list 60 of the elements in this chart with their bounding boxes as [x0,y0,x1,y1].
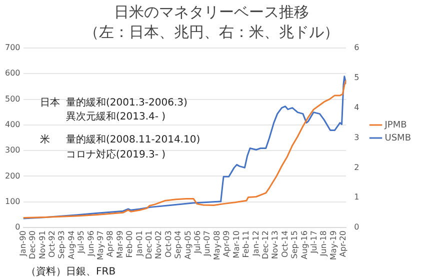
x-tick-label: Aug-94 [66,230,76,260]
y-tick-label: 200 [4,171,20,180]
x-tick-label: Dec-12 [260,230,270,260]
annotation: 米 [40,134,50,146]
x-tick-label: Jun-07 [202,230,212,258]
x-tick-label: Jan-12 [251,230,260,257]
legend-label: USMB [384,133,412,144]
x-tick-label: Jul-06 [193,230,202,254]
x-tick-label: Sep-04 [174,230,183,259]
x-tick-label: Jan-01 [134,230,144,257]
y-tick-label: 300 [4,146,20,155]
x-tick-label: Feb-11 [242,230,251,258]
x-tick-label: May-19 [328,230,338,260]
x-tick-label: Apr-20 [338,230,348,257]
y2-tick-label: 5 [354,73,360,82]
y2-tick-label: 4 [354,102,360,112]
x-tick-label: Jun-18 [319,230,328,258]
annotation: コロナ対応(2019.3- ) [66,148,166,161]
y2-tick-label: 3 [354,132,360,142]
y-tick-label: 100 [4,196,20,206]
y-tick-label: 0 [15,222,20,232]
x-tick-label: Oct-92 [47,230,56,258]
x-tick-label: Oct-03 [164,230,173,258]
y-tick-label: 700 [4,43,20,52]
x-tick-label: Nov-13 [270,230,280,260]
legend-label: JPMB [384,120,407,130]
x-tick-label: Jul-17 [309,230,318,254]
annotation: 量的緩和(2008.11-2014.10) [66,134,200,146]
y2-tick-label: 1 [354,192,360,202]
x-tick-label: Sep-93 [57,230,66,259]
x-tick-label: Dec-01 [144,230,154,260]
x-tick-label: May-97 [96,230,105,260]
x-tick-label: Oct-14 [280,230,290,258]
x-tick-label: Sep-15 [290,230,300,259]
x-tick-label: Mar-99 [115,230,124,258]
y2-tick-label: 0 [354,222,360,232]
x-tick-label: Nov-91 [38,230,47,260]
x-tick-label: Mar-10 [232,230,241,258]
x-tick-label: Jul-95 [76,230,86,254]
x-tick-label: Aug-16 [300,230,309,260]
x-tick-label: Apr-98 [106,230,115,257]
chart-subtitle: （左：日本、兆円、右：米、兆ドル） [84,22,339,41]
x-tick-label: Jun-96 [86,230,96,258]
x-tick-label: Apr-09 [222,230,232,257]
text: （資料）日銀、FRB [26,266,116,277]
annotation: 量的緩和(2001.3-2006.3) [66,96,188,109]
x-tick-label: Jan-90 [18,230,28,257]
y-tick-label: 500 [4,94,20,104]
x-tick-label: May-08 [212,230,222,260]
y-tick-label: 600 [4,68,20,78]
annotation: 日本 [40,96,60,109]
y-tick-label: 400 [4,120,20,130]
annotation: 異次元緩和(2013.4- ) [66,110,166,123]
chart-title: 日米のマネタリーベース推移 [114,2,309,21]
y2-tick-label: 2 [354,162,360,172]
y2-tick-label: 6 [354,43,360,52]
x-tick-label: Dec-90 [28,230,38,260]
x-tick-label: Feb-00 [125,230,134,258]
x-tick-label: Aug-05 [183,230,192,260]
x-tick-label: Nov-02 [154,230,164,260]
